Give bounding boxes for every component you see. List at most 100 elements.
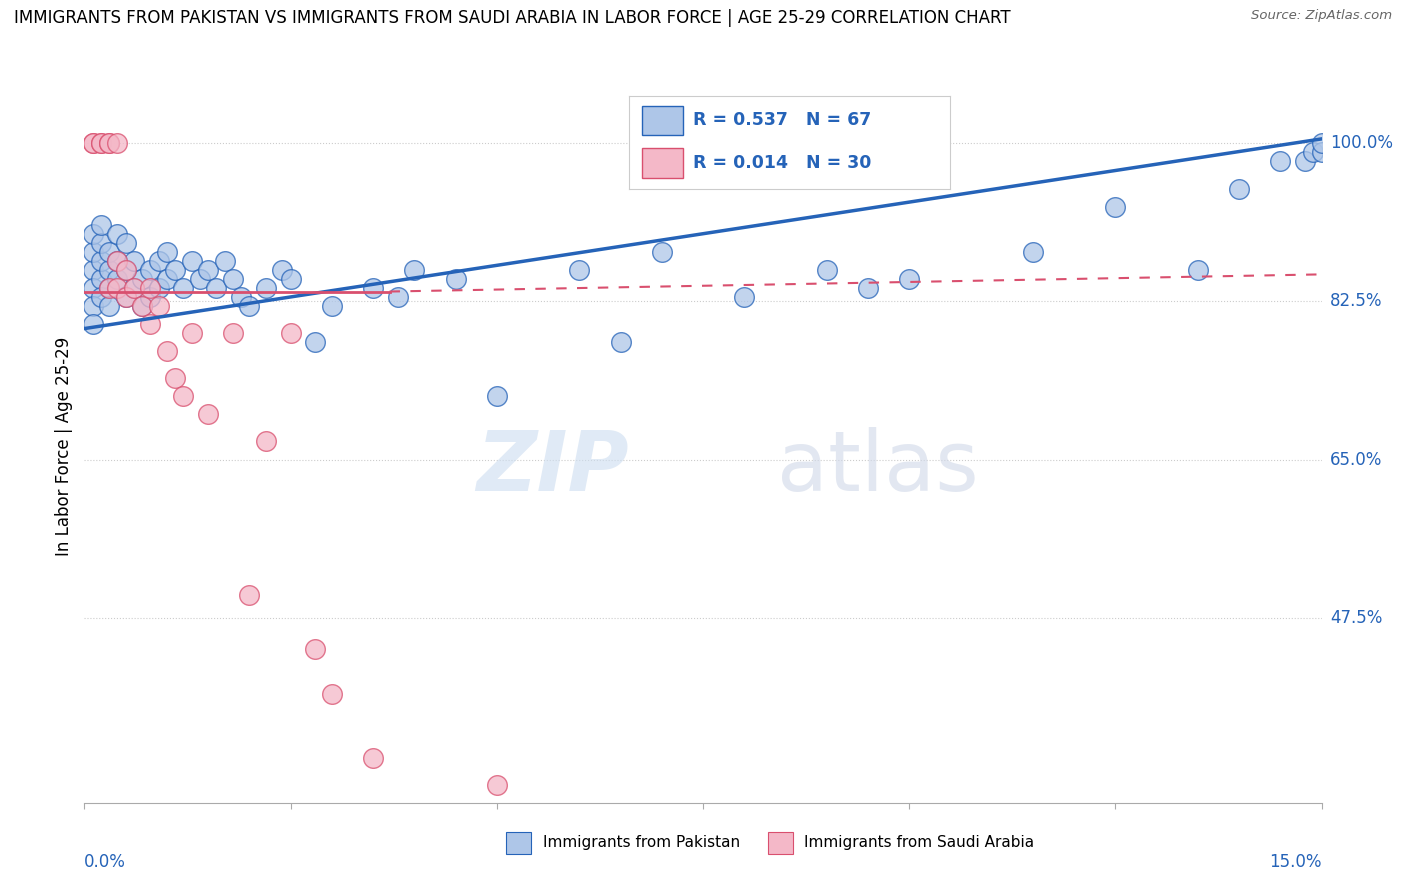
- Point: [122, 253, 145, 268]
- Point: [105, 253, 128, 268]
- Y-axis label: In Labor Force | Age 25-29: In Labor Force | Age 25-29: [55, 336, 73, 556]
- Text: 65.0%: 65.0%: [1330, 450, 1382, 468]
- Point: [197, 408, 219, 422]
- Point: [271, 263, 294, 277]
- Text: IMMIGRANTS FROM PAKISTAN VS IMMIGRANTS FROM SAUDI ARABIA IN LABOR FORCE | AGE 25: IMMIGRANTS FROM PAKISTAN VS IMMIGRANTS F…: [14, 9, 1011, 27]
- Point: [1104, 200, 1126, 214]
- Point: [98, 244, 121, 259]
- Point: [321, 299, 343, 313]
- Point: [1270, 154, 1292, 169]
- Text: 0.0%: 0.0%: [84, 853, 127, 871]
- Point: [148, 253, 170, 268]
- Point: [90, 272, 112, 286]
- Text: Source: ZipAtlas.com: Source: ZipAtlas.com: [1251, 9, 1392, 22]
- Point: [131, 299, 153, 313]
- Text: Immigrants from Saudi Arabia: Immigrants from Saudi Arabia: [804, 836, 1035, 850]
- Text: 82.5%: 82.5%: [1330, 293, 1382, 310]
- Point: [105, 281, 128, 295]
- Point: [361, 281, 384, 295]
- Point: [82, 244, 104, 259]
- Point: [82, 227, 104, 241]
- Point: [321, 687, 343, 701]
- Point: [485, 389, 508, 403]
- Point: [139, 281, 162, 295]
- Point: [105, 272, 128, 286]
- Text: Immigrants from Pakistan: Immigrants from Pakistan: [543, 836, 740, 850]
- Point: [180, 326, 202, 340]
- Text: 15.0%: 15.0%: [1270, 853, 1322, 871]
- Point: [188, 272, 211, 286]
- Point: [98, 281, 121, 295]
- Point: [1227, 181, 1250, 195]
- Point: [361, 750, 384, 764]
- Point: [485, 778, 508, 792]
- Point: [898, 272, 921, 286]
- Point: [304, 335, 326, 350]
- Point: [139, 263, 162, 277]
- Point: [122, 281, 145, 295]
- Point: [139, 317, 162, 331]
- Point: [815, 263, 838, 277]
- Point: [114, 263, 136, 277]
- Point: [444, 272, 467, 286]
- Text: 100.0%: 100.0%: [1330, 135, 1393, 153]
- Point: [180, 253, 202, 268]
- Point: [238, 588, 260, 602]
- Point: [222, 326, 245, 340]
- Point: [238, 299, 260, 313]
- Point: [90, 253, 112, 268]
- Point: [165, 371, 187, 385]
- Point: [205, 281, 228, 295]
- Point: [105, 136, 128, 151]
- Text: ZIP: ZIP: [477, 427, 628, 508]
- Point: [139, 290, 162, 304]
- Point: [82, 299, 104, 313]
- Point: [856, 281, 879, 295]
- Point: [304, 642, 326, 657]
- Point: [1302, 145, 1324, 160]
- Point: [148, 281, 170, 295]
- Point: [280, 326, 302, 340]
- Point: [254, 434, 277, 449]
- Point: [90, 136, 112, 151]
- Point: [131, 272, 153, 286]
- Point: [90, 136, 112, 151]
- Point: [197, 263, 219, 277]
- Point: [82, 136, 104, 151]
- Point: [98, 136, 121, 151]
- Point: [222, 272, 245, 286]
- Point: [156, 272, 179, 286]
- Point: [98, 299, 121, 313]
- Point: [114, 290, 136, 304]
- Point: [82, 263, 104, 277]
- Point: [90, 218, 112, 232]
- Point: [131, 299, 153, 313]
- Point: [404, 263, 426, 277]
- Point: [114, 263, 136, 277]
- Point: [214, 253, 236, 268]
- Point: [98, 281, 121, 295]
- Point: [90, 290, 112, 304]
- Point: [1187, 263, 1209, 277]
- Point: [280, 272, 302, 286]
- Point: [114, 290, 136, 304]
- Point: [148, 299, 170, 313]
- Point: [82, 317, 104, 331]
- Point: [1022, 244, 1045, 259]
- Point: [254, 281, 277, 295]
- Point: [82, 281, 104, 295]
- Point: [568, 263, 591, 277]
- Point: [387, 290, 409, 304]
- Point: [609, 335, 631, 350]
- Text: atlas: atlas: [778, 427, 979, 508]
- Point: [1310, 136, 1333, 151]
- Point: [651, 244, 673, 259]
- Point: [98, 263, 121, 277]
- Text: 47.5%: 47.5%: [1330, 608, 1382, 626]
- Point: [156, 244, 179, 259]
- Point: [172, 389, 194, 403]
- Point: [90, 235, 112, 250]
- Point: [1294, 154, 1316, 169]
- Point: [122, 281, 145, 295]
- Point: [82, 136, 104, 151]
